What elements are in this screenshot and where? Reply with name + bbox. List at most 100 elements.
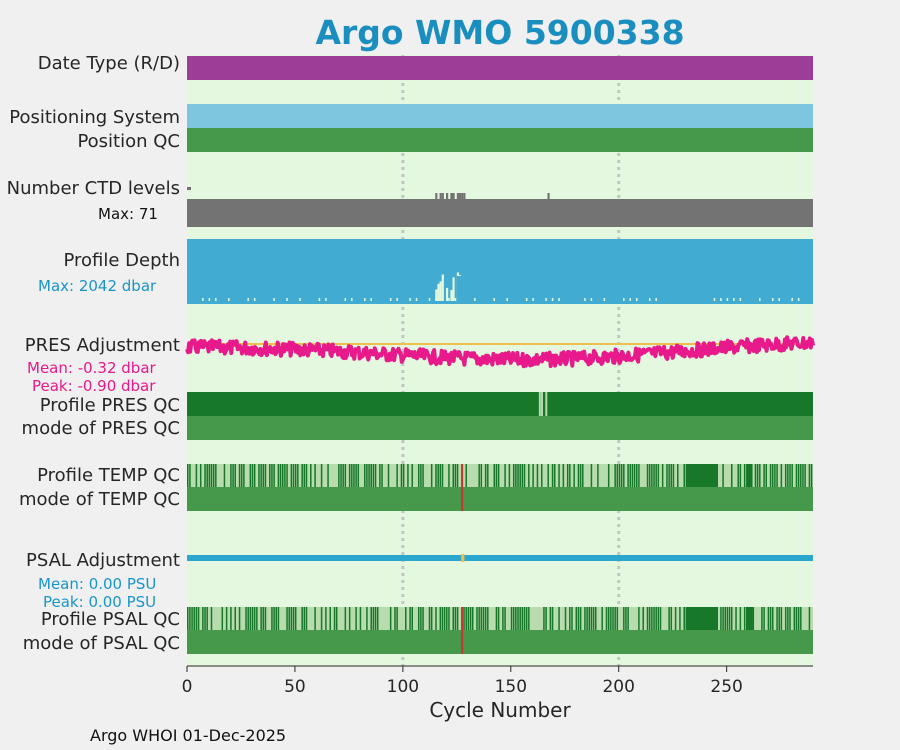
- profile-depth-notch: [415, 298, 418, 302]
- label-profile-pres-qc: Profile PRES QC: [40, 395, 180, 416]
- temp-qc-stripe: [208, 464, 211, 487]
- profile-depth-notch: [299, 298, 301, 302]
- temp-qc-stripe: [348, 464, 351, 487]
- psal-qc-stripe: [523, 607, 526, 630]
- psal-qc-stripe: [420, 607, 422, 630]
- temp-qc-stripe: [273, 464, 275, 487]
- psal-qc-stripe: [497, 607, 500, 630]
- psal-qc-stripe: [763, 607, 765, 630]
- temp-qc-stripe: [763, 464, 765, 487]
- psal-qc-stripe: [441, 607, 444, 630]
- psal-qc-stripe: [789, 607, 791, 630]
- psal-qc-stripe: [724, 607, 727, 630]
- psal-qc-stripe: [577, 607, 580, 630]
- temp-qc-stripe: [633, 464, 636, 487]
- profile-depth-notch: [208, 298, 211, 302]
- psal-qc-stripe: [446, 607, 448, 630]
- temp-qc-stripe: [286, 464, 288, 487]
- ctd-level-dip: [461, 193, 464, 199]
- psal-qc-stripe: [515, 607, 517, 630]
- psal-qc-stripe: [627, 607, 629, 630]
- temp-qc-stripe: [629, 464, 632, 487]
- psal-qc-stripe: [793, 607, 796, 630]
- temp-qc-block: [685, 464, 719, 487]
- psal-qc-stripe: [521, 607, 524, 630]
- label-profile-depth: Profile Depth: [63, 250, 180, 271]
- psal-qc-stripe: [435, 607, 437, 630]
- psal-qc-stripe: [728, 607, 731, 630]
- psal-qc-stripe: [264, 607, 267, 630]
- psal-qc-stripe: [590, 607, 593, 630]
- x-tick-label: 250: [710, 677, 742, 697]
- temp-qc-stripe: [623, 464, 625, 487]
- profile-depth-spike: [450, 289, 453, 320]
- psal-qc-stripe: [230, 607, 232, 630]
- temp-qc-stripe: [677, 464, 679, 487]
- profile-depth-notch: [351, 298, 353, 302]
- temp-qc-stripe: [437, 464, 439, 487]
- profile-depth-notch: [590, 298, 593, 302]
- x-axis: 0 50 100 150 200 250: [182, 665, 813, 697]
- psal-qc-stripe: [784, 607, 787, 630]
- temp-qc-stripe: [269, 464, 271, 487]
- profile-depth-notch: [551, 298, 554, 302]
- temp-qc-stripe: [301, 464, 303, 487]
- temp-qc-mode-bar: [187, 487, 813, 511]
- temp-qc-stripe: [253, 464, 256, 487]
- psal-qc-stripe: [253, 607, 256, 630]
- temp-qc-stripe: [212, 464, 215, 487]
- label-ctd-max: Max: 71: [98, 205, 158, 223]
- temp-qc-stripe: [517, 464, 519, 487]
- psal-qc-stripe: [262, 607, 265, 630]
- psal-qc-stripe: [651, 607, 653, 630]
- temp-qc-stripe: [616, 464, 619, 487]
- temp-qc-stripe: [297, 464, 299, 487]
- psal-qc-stripe: [584, 607, 586, 630]
- temp-qc-stripe: [653, 464, 655, 487]
- psal-qc-stripe: [374, 607, 377, 630]
- temp-qc-stripe: [579, 464, 582, 487]
- psal-qc-bad-marker: [461, 607, 464, 654]
- temp-qc-stripe: [672, 464, 675, 487]
- label-mode-psal-qc: mode of PSAL QC: [23, 633, 180, 654]
- profile-depth-notch: [545, 298, 547, 302]
- psal-qc-stripe: [601, 607, 603, 630]
- psal-qc-stripe: [329, 607, 331, 630]
- temp-qc-stripe: [808, 464, 811, 487]
- psal-qc-stripe: [551, 607, 554, 630]
- temp-qc-block: [746, 464, 753, 487]
- psal-qc-stripe: [206, 607, 208, 630]
- temp-qc-stripe: [204, 464, 206, 487]
- temp-qc-stripe: [234, 464, 237, 487]
- psal-qc-stripe: [478, 607, 480, 630]
- profile-depth-notch: [344, 298, 347, 302]
- psal-qc-stripe: [480, 607, 483, 630]
- x-tick-label: 0: [182, 677, 193, 697]
- profile-pres-qc-mark: [541, 392, 543, 416]
- profile-depth-notch: [648, 298, 651, 302]
- profile-depth-notch: [364, 298, 366, 302]
- profile-depth-notch: [759, 298, 761, 302]
- temp-qc-stripe: [290, 464, 293, 487]
- temp-qc-stripe: [519, 464, 521, 487]
- ctd-level-dip: [547, 193, 550, 199]
- psal-qc-stripe: [452, 607, 455, 630]
- temp-qc-stripe: [243, 464, 245, 487]
- psal-adjustment-gap: [461, 554, 465, 562]
- ctd-level-dip: [446, 193, 449, 199]
- profile-depth-spike: [441, 274, 444, 305]
- psal-qc-block: [685, 607, 719, 630]
- temp-qc-stripe: [456, 464, 459, 487]
- profile-depth-bar: [187, 239, 813, 301]
- temp-qc-stripe: [620, 464, 623, 487]
- temp-qc-stripe: [284, 464, 286, 487]
- temp-qc-stripe: [569, 464, 571, 487]
- psal-qc-stripe: [221, 607, 224, 630]
- psal-adjustment-line: [187, 555, 813, 561]
- row-labels: Date Type (R/D) Positioning System Positio…: [7, 53, 180, 654]
- psal-qc-stripe: [454, 607, 457, 630]
- psal-qc-stripe: [355, 607, 357, 630]
- psal-qc-stripe: [271, 607, 273, 630]
- temp-qc-stripe: [435, 464, 437, 487]
- psal-qc-stripe: [251, 607, 254, 630]
